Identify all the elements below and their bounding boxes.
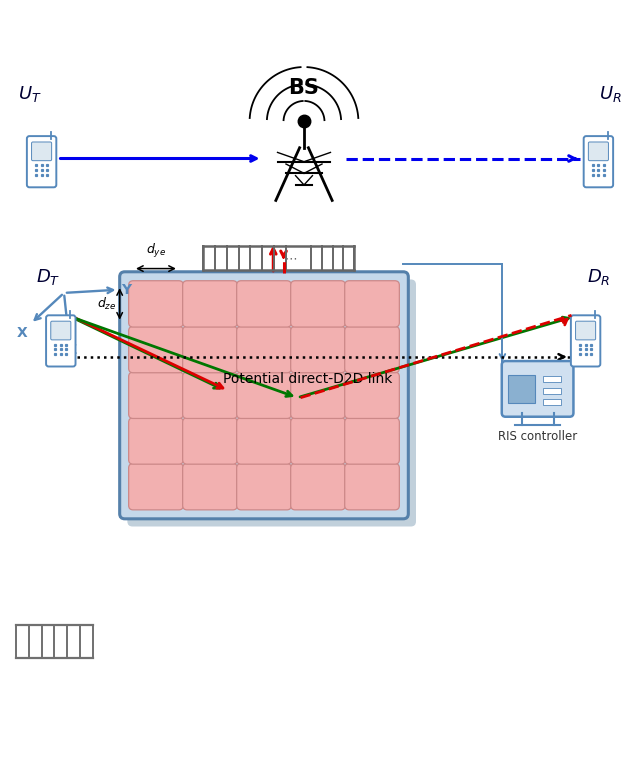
FancyBboxPatch shape (571, 315, 600, 366)
FancyBboxPatch shape (129, 372, 183, 418)
FancyBboxPatch shape (120, 272, 408, 519)
FancyBboxPatch shape (129, 327, 183, 373)
Bar (543, 388, 561, 394)
FancyBboxPatch shape (51, 321, 71, 340)
Text: $\cdots$: $\cdots$ (284, 251, 297, 264)
FancyBboxPatch shape (291, 327, 346, 373)
FancyBboxPatch shape (237, 281, 291, 327)
Bar (543, 376, 561, 382)
Text: X: X (17, 326, 28, 340)
FancyBboxPatch shape (127, 279, 416, 526)
FancyBboxPatch shape (291, 464, 346, 509)
Bar (508, 375, 535, 403)
FancyBboxPatch shape (291, 281, 346, 327)
Text: $d_{ye}$: $d_{ye}$ (146, 242, 166, 259)
FancyBboxPatch shape (237, 464, 291, 509)
Text: $U_T$: $U_T$ (18, 84, 42, 105)
Text: Z: Z (67, 343, 77, 357)
FancyBboxPatch shape (182, 281, 237, 327)
FancyBboxPatch shape (345, 372, 399, 418)
Text: Potential direct-D2D link: Potential direct-D2D link (223, 373, 392, 386)
FancyBboxPatch shape (46, 315, 76, 366)
FancyBboxPatch shape (345, 327, 399, 373)
FancyBboxPatch shape (129, 464, 183, 509)
Text: BS: BS (289, 78, 319, 98)
FancyBboxPatch shape (182, 418, 237, 464)
FancyBboxPatch shape (129, 281, 183, 327)
FancyBboxPatch shape (575, 321, 596, 340)
Text: $D_T$: $D_T$ (36, 267, 60, 287)
FancyBboxPatch shape (237, 418, 291, 464)
FancyBboxPatch shape (182, 372, 237, 418)
Text: RIS controller: RIS controller (498, 431, 577, 444)
FancyBboxPatch shape (345, 418, 399, 464)
Bar (543, 399, 561, 405)
FancyBboxPatch shape (291, 418, 346, 464)
FancyBboxPatch shape (584, 136, 613, 187)
FancyBboxPatch shape (182, 327, 237, 373)
FancyBboxPatch shape (588, 142, 609, 161)
Text: Y: Y (121, 283, 131, 297)
Text: $d_{ze}$: $d_{ze}$ (97, 296, 116, 312)
FancyBboxPatch shape (345, 464, 399, 509)
FancyBboxPatch shape (27, 136, 56, 187)
Text: $U_R$: $U_R$ (598, 84, 621, 105)
FancyBboxPatch shape (182, 464, 237, 509)
FancyBboxPatch shape (237, 372, 291, 418)
FancyBboxPatch shape (502, 361, 573, 417)
FancyBboxPatch shape (31, 142, 52, 161)
FancyBboxPatch shape (237, 327, 291, 373)
FancyBboxPatch shape (345, 281, 399, 327)
FancyBboxPatch shape (129, 418, 183, 464)
FancyBboxPatch shape (291, 372, 346, 418)
Text: $D_R$: $D_R$ (587, 267, 610, 287)
